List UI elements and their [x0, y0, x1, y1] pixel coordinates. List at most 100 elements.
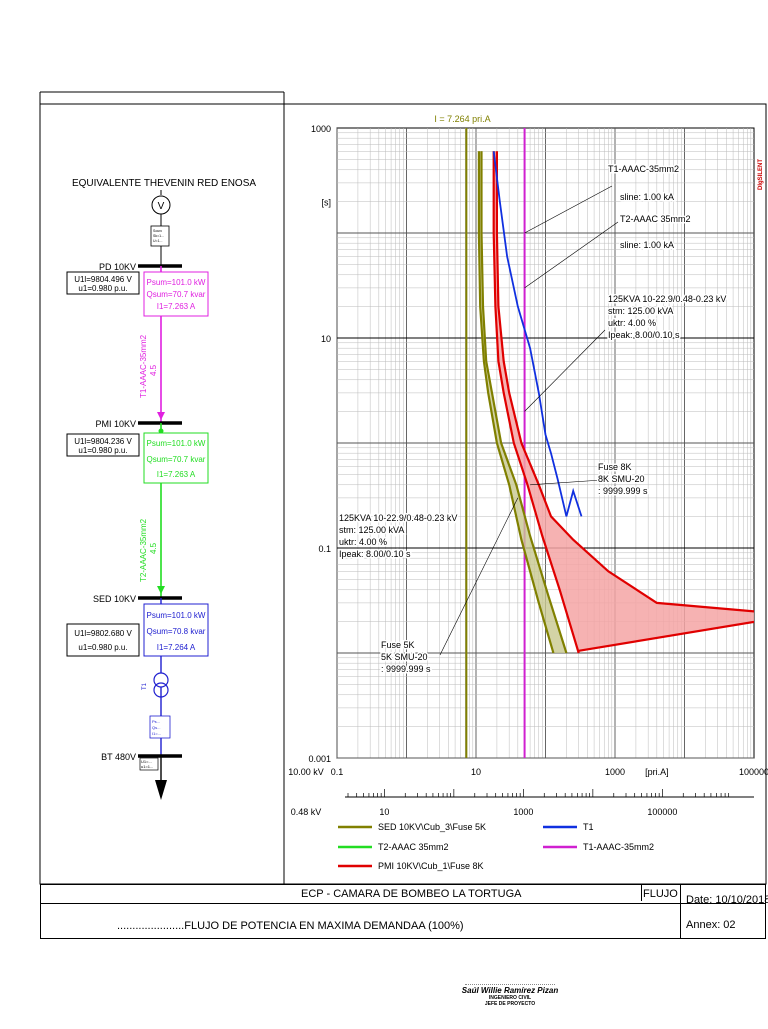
- annotation-leader: [524, 329, 606, 412]
- legend-label: T2-AAAC 35mm2: [378, 842, 449, 852]
- bus-pmi-label: PMI 10KV: [95, 419, 136, 429]
- voltage-box-pd: [66, 271, 140, 295]
- annotation-text: 8K SMU-20: [598, 474, 645, 484]
- chart-logo: DIgSILENT: [758, 159, 764, 190]
- secondary-axis-tick-label: 1000: [513, 807, 533, 817]
- annotation-text: : 9999.999 s: [598, 486, 648, 496]
- voltage-box-sed-line1: U1l=9802.680 V: [74, 629, 132, 638]
- fuse-8k-min-curve: [492, 151, 580, 654]
- annotation-text: uktr: 4.00 %: [339, 537, 387, 547]
- voltage-box-pd-line2: u1=0.980 p.u.: [78, 284, 127, 293]
- date-label: Date: 10/10/2018: [686, 894, 768, 906]
- x-axis-kv-label: 10.00 kV: [288, 767, 324, 777]
- voltage-box-pd-line1: U1l=9804.496 V: [74, 275, 132, 284]
- line-t1-length: 4.5: [149, 364, 158, 376]
- signature-title: INGENIERO CIVIL: [488, 995, 532, 1001]
- line-t1-label: T1-AAAC-35mm2: [139, 334, 148, 398]
- x-tick-label: 100000: [739, 767, 768, 777]
- annotation-text: T2-AAAC 35mm2: [620, 214, 691, 224]
- fuse-8k-band: [493, 151, 754, 653]
- signature-role: JEFE DE PROYECTO: [484, 1001, 536, 1007]
- chart-annotations: T1-AAAC-35mm2 sline: 1.00 kA T2-AAAC 35mm2…: [338, 163, 728, 676]
- secondary-axis-label: 0.48 kV: [291, 807, 322, 817]
- flow-box-t1-line3: I1=7.263 A: [157, 302, 196, 311]
- line-t2-label: T2-AAAC-35mm2: [139, 518, 148, 582]
- source-box-line1: Sourc: [153, 229, 162, 233]
- y-axis-unit: [s]: [321, 197, 331, 207]
- secondary-axis-tick-label: 100000: [647, 807, 677, 817]
- voltage-box-sed: [66, 623, 140, 657]
- x-tick-label: 1000: [605, 767, 625, 777]
- study-type: FLUJO: [643, 888, 678, 900]
- source-box-line3: U=1...: [153, 239, 162, 243]
- annotation-text: stm: 125.00 kVA: [608, 306, 673, 316]
- signature-name: Saúl Willie Ramírez Pizan: [461, 986, 559, 995]
- flow-box-tr-line1: Psum=101.0 kW: [147, 611, 206, 620]
- line-t2-length: 4.5: [149, 542, 158, 554]
- annotation-text: sline: 1.00 kA: [620, 192, 674, 202]
- flow-box-t1-transformer: [143, 603, 209, 657]
- bus-pd-label: PD 10KV: [99, 262, 136, 272]
- transformer-box-line2: Qs...: [152, 725, 160, 730]
- flow-box-t2-line2: Qsum=70.7 kvar: [147, 455, 206, 464]
- transformer-box-line1: Ps...: [152, 719, 160, 724]
- annotation-leader: [530, 479, 603, 486]
- single-line-diagram: EQUIVALENTE THEVENIN RED ENOSA V Sourc S…: [66, 178, 256, 800]
- voltage-box-pmi-line1: U1l=9804.236 V: [74, 437, 132, 446]
- secondary-axis-tick-label: 10: [379, 807, 389, 817]
- x-tick-label: 0.1: [331, 767, 344, 777]
- x-axis-unit: [pri.A]: [645, 767, 669, 777]
- flow-box-tr-line3: I1=7.264 A: [157, 643, 196, 652]
- annotation-text: 5K SMU-20: [381, 652, 428, 662]
- legend-label: T1: [583, 822, 594, 832]
- legend-label: PMI 10KV\Cub_1\Fuse 8K: [378, 861, 484, 871]
- flow-box-t1-line2: Qsum=70.7 kvar: [147, 290, 206, 299]
- transformer-label: T1: [142, 682, 148, 690]
- title-block-divider: [641, 885, 642, 901]
- annotation-text: 125KVA 10-22.9/0.48-0.23 kV: [339, 513, 457, 523]
- voltage-box-sed-line2: u1=0.980 p.u.: [78, 643, 127, 652]
- annotation-text: stm: 125.00 kVA: [339, 525, 404, 535]
- annex-label: Annex: 02: [686, 919, 736, 931]
- bt-result-box: [139, 757, 159, 771]
- annotation-text: Ipeak: 8.00/0.10 s: [608, 330, 680, 340]
- annotation-text: 125KVA 10-22.9/0.48-0.23 kV: [608, 294, 726, 304]
- title-block: ECP - CAMARA DE BOMBEO LA TORTUGA ......…: [40, 884, 768, 939]
- transformer-winding-lv-icon[interactable]: [153, 682, 169, 698]
- annotation-text: Fuse 5K: [381, 640, 415, 650]
- chart-legend: SED 10KV\Cub_3\Fuse 5K T1 T2-AAAC 35mm2 T1-…: [338, 822, 654, 871]
- annotation-leader: [524, 185, 613, 234]
- fuse-5k-min-curve: [477, 151, 555, 654]
- flow-box-tr-line2: Qsum=70.8 kvar: [147, 627, 206, 636]
- legend-label: SED 10KV\Cub_3\Fuse 5K: [378, 822, 486, 832]
- chart-curves: [465, 128, 754, 758]
- voltage-box-pmi-line2: u1=0.980 p.u.: [78, 446, 127, 455]
- t1-curve: [492, 151, 583, 517]
- network-title: EQUIVALENTE THEVENIN RED ENOSA: [72, 178, 256, 189]
- y-tick-label: 0.1: [318, 544, 331, 554]
- study-subtitle: ......................FLUJO DE POTENCIA …: [117, 920, 464, 932]
- transformer-box-line3: I1=...: [152, 731, 161, 736]
- annotation-text: sline: 1.00 kA: [620, 240, 674, 250]
- bus-bt-label: BT 480V: [101, 752, 136, 762]
- legend-label: T1-AAAC-35mm2: [583, 842, 654, 852]
- title-block-divider: [41, 903, 765, 904]
- signature-block: Saúl Willie Ramírez Pizan INGENIERO CIVI…: [455, 984, 565, 1007]
- bt-box-line1: U1=...: [141, 759, 152, 764]
- load-arrow-icon[interactable]: [155, 780, 167, 800]
- bt-box-line2: u1=1...: [141, 764, 153, 769]
- annotation-text: Ipeak: 8.00/0.10 s: [339, 549, 411, 559]
- signature-line: [465, 984, 555, 985]
- title-block-divider: [680, 885, 681, 938]
- transformer-result-box: [149, 715, 171, 739]
- source-box-line2: Sk=1...: [153, 234, 164, 238]
- x-tick-label: 10: [471, 767, 481, 777]
- y-tick-label: 10: [321, 334, 331, 344]
- flow-box-t1-line1: Psum=101.0 kW: [147, 278, 206, 287]
- annotation-text: Fuse 8K: [598, 462, 632, 472]
- flow-box-t2: [143, 432, 209, 484]
- y-tick-label: 1000: [311, 124, 331, 134]
